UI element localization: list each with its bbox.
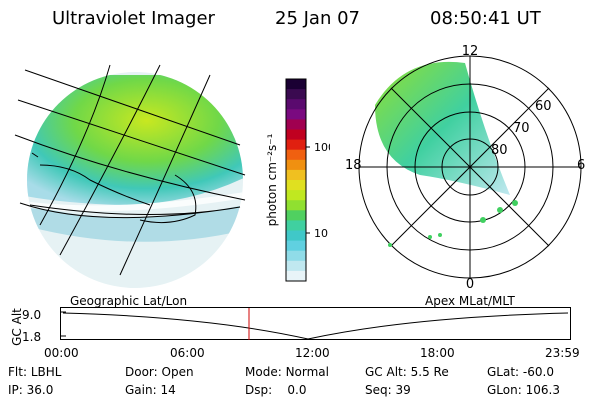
- altitude-curve: [62, 312, 569, 340]
- colorbar-swatch: [286, 260, 306, 272]
- status-seq: Seq: 39: [365, 383, 411, 397]
- timeline-x-tick-0600: 06:00: [170, 346, 205, 360]
- colorbar-swatch: [286, 139, 306, 151]
- colorbar-tick-10: 10: [314, 227, 328, 240]
- colorbar-swatch: [286, 89, 306, 100]
- status-ip: IP: 36.0: [8, 383, 54, 397]
- colorbar-swatch: [286, 240, 306, 252]
- status-glon: GLon: 106.3: [487, 383, 560, 397]
- status-gc-alt: GC Alt: 5.5 Re: [365, 365, 449, 379]
- seq-value: 39: [395, 383, 411, 397]
- mlat-label-70: 70: [513, 121, 530, 136]
- timeline-left-title: Geographic Lat/Lon: [70, 294, 188, 308]
- gain-value: 14: [160, 383, 176, 397]
- timeline-x-tick-1800: 18:00: [420, 346, 455, 360]
- colorbar-swatch: [286, 149, 306, 161]
- mlt-label-0: 0: [466, 277, 474, 292]
- status-gain: Gain: 14: [125, 383, 176, 397]
- gcalt-value: 5.5 Re: [410, 365, 449, 379]
- colorbar-swatch: [286, 190, 306, 201]
- status-glat: GLat: -60.0: [487, 365, 554, 379]
- glon-value: 106.3: [525, 383, 560, 397]
- status-flt: Flt: LBHL: [8, 365, 62, 379]
- timeline-plot: [60, 307, 571, 340]
- colorbar-swatch: [286, 159, 306, 171]
- mlat-label-60: 60: [535, 99, 552, 114]
- timeline-y-tick-max: 9.0: [22, 308, 42, 322]
- colorbar-tick-100: 100: [314, 141, 330, 154]
- timeline-x-tick-0000: 00:00: [44, 346, 79, 360]
- mlt-label-18: 18: [345, 158, 362, 173]
- status-mode: Mode: Normal: [245, 365, 329, 379]
- colorbar-swatch: [286, 119, 306, 130]
- status-door: Door: Open: [125, 365, 194, 379]
- colorbar-gradient: [286, 79, 306, 282]
- header-time: 08:50:41 UT: [430, 8, 541, 29]
- colorbar-swatch: [286, 250, 306, 262]
- mlat-label-80: 80: [491, 143, 508, 158]
- colorbar-swatch: [286, 169, 306, 181]
- colorbar-swatch: [286, 200, 306, 211]
- status-dsp: Dsp: 0.0: [245, 383, 307, 397]
- colorbar-swatch: [286, 79, 306, 90]
- mlt-label-6: 6: [577, 158, 585, 173]
- timeline-y-tick-min: 1.8: [22, 330, 42, 344]
- door-value: Open: [161, 365, 194, 379]
- flt-value: LBHL: [30, 365, 62, 379]
- header-date: 25 Jan 07: [275, 8, 360, 29]
- timeline-x-tick-1200: 12:00: [295, 346, 330, 360]
- mode-value: Normal: [285, 365, 329, 379]
- timeline-x-tick-2359: 23:59: [545, 346, 580, 360]
- colorbar-swatch: [286, 129, 306, 141]
- colorbar-swatch: [286, 220, 306, 231]
- ip-value: 36.0: [26, 383, 54, 397]
- geographic-image: [14, 64, 246, 288]
- colorbar-swatch: [286, 210, 306, 221]
- timeline-right-title: Apex MLat/MLT: [425, 294, 515, 308]
- colorbar-swatch: [286, 109, 306, 120]
- colorbar: 100 10 photon cm⁻²s⁻¹: [265, 78, 330, 282]
- glat-value: -60.0: [522, 365, 554, 379]
- colorbar-swatch: [286, 99, 306, 110]
- app-title: Ultraviolet Imager: [52, 8, 215, 29]
- colorbar-swatch: [286, 230, 306, 242]
- colorbar-swatch: [286, 180, 306, 191]
- mlt-label-12: 12: [462, 45, 479, 59]
- dsp-value: 0.0: [287, 383, 307, 397]
- polar-aurora-image: [375, 61, 510, 196]
- polar-mlat-mlt-plot: 12 18 6 0 60 70 80: [345, 45, 585, 292]
- colorbar-unit-label: photon cm⁻²s⁻¹: [265, 133, 279, 226]
- colorbar-swatch: [286, 270, 306, 282]
